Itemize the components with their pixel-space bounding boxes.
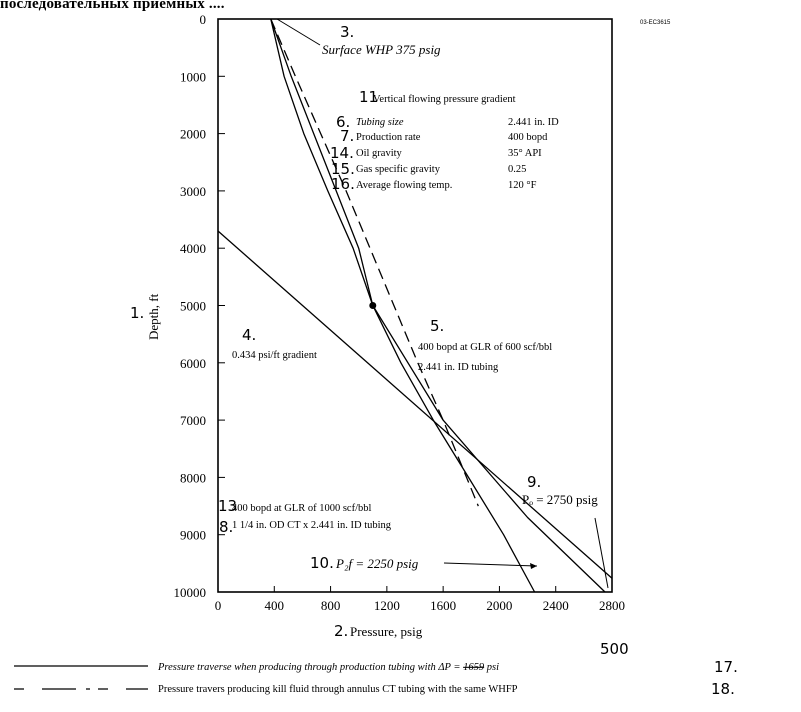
handwritten-number: 11 xyxy=(359,88,378,106)
y-tick-label: 6000 xyxy=(180,356,206,371)
handwritten-number: 1. xyxy=(130,304,144,322)
y-tick-label: 9000 xyxy=(180,528,206,543)
handwritten-number: 17. xyxy=(714,658,738,676)
spec-value: 0.25 xyxy=(508,164,526,175)
marker-layer xyxy=(369,302,377,309)
x-axis-ticks: 0 400 800 1200 1600 2000 2400 2800 xyxy=(215,586,625,613)
spec-label: Production rate xyxy=(356,132,421,143)
x-tick-label: 0 xyxy=(215,598,222,613)
series-line-4 xyxy=(217,230,613,579)
handwritten-number: 14. xyxy=(330,144,354,162)
legend-dashed-label: Pressure travers producing kill fluid th… xyxy=(158,684,518,695)
y-axis-ticks: 0 1000 2000 3000 4000 5000 6000 7000 8000 9000 100… xyxy=(174,12,225,600)
gradient-title: Vertical flowing pressure gradient xyxy=(373,94,516,105)
y-axis-title: Depth, ft xyxy=(146,293,161,340)
x-axis-title: Pressure, psig xyxy=(350,624,423,639)
spec-label: Gas specific gravity xyxy=(356,164,441,175)
pwf-leader xyxy=(443,562,538,567)
glr1000-label: 1 1/4 in. OD CT x 2.441 in. ID tubing xyxy=(232,520,392,531)
handwritten-number: 16. xyxy=(331,175,355,193)
y-tick-label: 3000 xyxy=(180,184,206,199)
handwritten-number: 3. xyxy=(340,23,354,41)
y-tick-label: 4000 xyxy=(180,241,206,256)
pwf-arrowhead xyxy=(530,563,537,569)
y-tick-label: 7000 xyxy=(180,413,206,428)
handwritten-number: 7. xyxy=(340,127,354,145)
intersection-point xyxy=(369,302,377,309)
po-leader xyxy=(594,517,609,589)
series-line-2 xyxy=(270,18,606,593)
glr1000-label: 400 bopd at GLR of 1000 scf/bbl xyxy=(232,503,371,514)
legend-solid-label: Pressure traverse when producing through… xyxy=(157,662,499,673)
handwritten-number: 10. xyxy=(310,554,334,572)
x-tick-label: 2000 xyxy=(486,598,512,613)
spec-value: 120 °F xyxy=(508,180,537,191)
handwritten-number: 18. xyxy=(711,680,735,698)
spec-label: Tubing size xyxy=(356,117,404,128)
handwritten-number: 500 xyxy=(600,640,629,658)
y-tick-label: 10000 xyxy=(174,585,207,600)
x-tick-label: 2400 xyxy=(543,598,569,613)
spec-label: Average flowing temp. xyxy=(356,180,452,191)
series-line-3 xyxy=(270,18,479,507)
y-tick-label: 2000 xyxy=(180,127,206,142)
glr600-label: 2.441 in. ID tubing xyxy=(418,362,499,373)
spec-value: 400 bopd xyxy=(508,132,548,143)
surface-whp-leader xyxy=(276,18,321,46)
po-label: Pₒ = 2750 psig xyxy=(522,492,598,507)
y-tick-label: 5000 xyxy=(180,299,206,314)
document-code: 03-ЕС3615 xyxy=(640,20,671,26)
surface-whp-label: Surface WHP 375 psig xyxy=(322,42,441,57)
y-tick-label: 8000 xyxy=(180,470,206,485)
handwritten-number: 13 xyxy=(218,497,237,515)
spec-value: 2.441 in. ID xyxy=(508,117,559,128)
handwritten-number: 4. xyxy=(242,326,256,344)
gradient-line-label: 0.434 psi/ft gradient xyxy=(232,350,317,361)
x-tick-label: 1600 xyxy=(430,598,456,613)
y-tick-label: 0 xyxy=(200,12,207,27)
handwritten-number: 8. xyxy=(219,518,233,536)
x-tick-label: 400 xyxy=(265,598,285,613)
y-tick-label: 1000 xyxy=(180,69,206,84)
handwritten-number: 5. xyxy=(430,317,444,335)
pwf-label: P₂f = 2250 psig xyxy=(335,556,419,571)
x-tick-label: 1200 xyxy=(374,598,400,613)
handwritten-number: 15. xyxy=(331,160,355,178)
x-tick-label: 800 xyxy=(321,598,341,613)
spec-label: Oil gravity xyxy=(356,148,403,159)
spec-value: 35° API xyxy=(508,148,542,159)
x-tick-label: 2800 xyxy=(599,598,625,613)
handwritten-number: 6. xyxy=(336,113,350,131)
glr600-label: 400 bopd at GLR of 600 scf/bbl xyxy=(418,342,552,353)
header-text-fragment: последовательных приемных .... xyxy=(0,0,225,12)
handwritten-number: 9. xyxy=(527,473,541,491)
handwritten-number: 2. xyxy=(334,622,348,640)
